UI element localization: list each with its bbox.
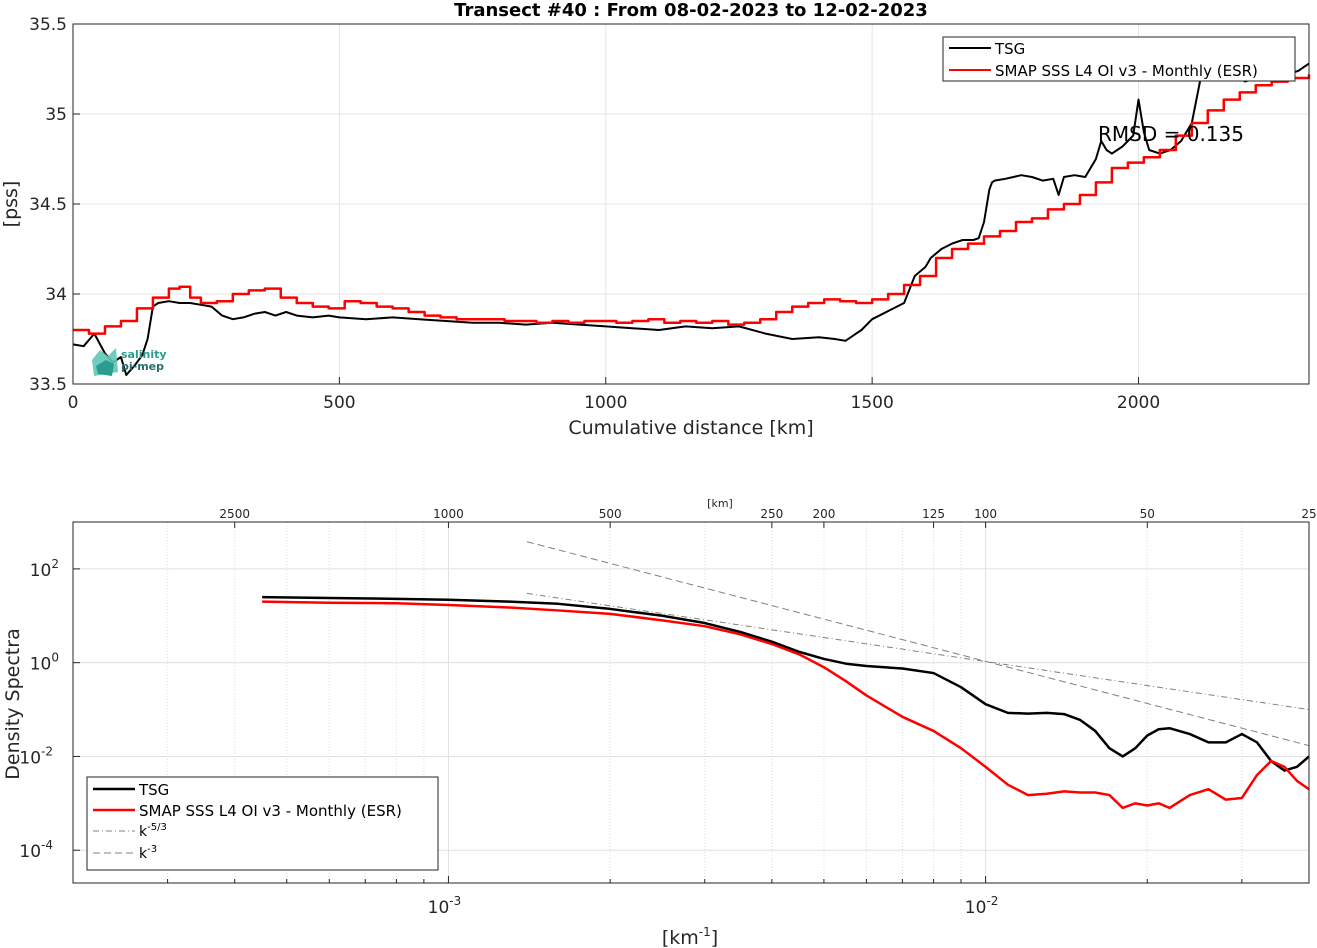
axis-ticks: 10-4 10-2 100 102 10-3 10-2 2500 1000 500 250 200 1… bbox=[19, 507, 1316, 918]
salinity-transect-chart: Transect #40 : From 08-02-2023 to 12-02-… bbox=[0, 0, 1311, 439]
logo-text-2: pi-mep bbox=[121, 360, 164, 373]
x-tick-label: 2000 bbox=[1117, 393, 1160, 413]
legend-label-smap: SMAP SSS L4 OI v3 - Monthly (ESR) bbox=[139, 802, 402, 820]
legend-box bbox=[86, 776, 439, 871]
y-axis-label: Density Spectra bbox=[2, 628, 24, 779]
axis-ticks: 0 500 1000 1500 2000 33.5 34 34.5 35 35.5 bbox=[29, 15, 1160, 413]
x-tick-label: 10-3 bbox=[428, 894, 462, 918]
plot-frame bbox=[72, 521, 1310, 884]
top-tick-label: 50 bbox=[1140, 507, 1155, 521]
logo-text-1: salinity bbox=[121, 348, 167, 361]
top-tick-label: 500 bbox=[599, 507, 622, 521]
salinity-pimep-logo: salinity pi-mep bbox=[92, 348, 167, 376]
x-tick-label: 500 bbox=[323, 393, 355, 413]
legend: TSG SMAP SSS L4 OI v3 - Monthly (ESR) bbox=[942, 36, 1296, 82]
density-spectra-chart: 10-4 10-2 100 102 10-3 10-2 2500 1000 500 250 200 1… bbox=[2, 497, 1317, 948]
reference-line-k3 bbox=[526, 541, 1310, 747]
svg-text:[km-1]: [km-1] bbox=[662, 925, 718, 948]
y-tick-label: 34 bbox=[45, 285, 67, 305]
series-group bbox=[262, 541, 1310, 810]
top-tick-label: 1000 bbox=[433, 507, 464, 521]
top-tick-label: 250 bbox=[760, 507, 783, 521]
rmsd-annotation: RMSD = 0.135 bbox=[1098, 122, 1244, 146]
legend: TSG SMAP SSS L4 OI v3 - Monthly (ESR) k-… bbox=[86, 776, 439, 871]
top-axis-label: [km] bbox=[707, 497, 733, 510]
legend-box bbox=[942, 36, 1296, 82]
legend-label-smap: SMAP SSS L4 OI v3 - Monthly (ESR) bbox=[995, 62, 1258, 80]
legend-label-tsg: TSG bbox=[994, 40, 1025, 58]
x-tick-label: 1500 bbox=[851, 393, 894, 413]
y-tick-label: 102 bbox=[30, 557, 59, 581]
y-axis-label: [pss] bbox=[0, 181, 22, 228]
grid bbox=[72, 522, 1310, 883]
x-axis-label: [km-1] bbox=[662, 925, 718, 948]
top-tick-label: 2500 bbox=[219, 507, 250, 521]
x-tick-label: 10-2 bbox=[965, 894, 999, 918]
series-line-smap bbox=[73, 74, 1311, 335]
y-tick-label: 35 bbox=[45, 105, 67, 125]
series-group bbox=[72, 59, 1311, 376]
logo-wave-icon-2 bbox=[96, 360, 114, 376]
x-tick-label: 0 bbox=[68, 393, 79, 413]
y-tick-label: 10-2 bbox=[19, 744, 53, 768]
y-tick-label: 35.5 bbox=[29, 15, 67, 35]
y-tick-label: 34.5 bbox=[29, 195, 67, 215]
y-tick-label: 33.5 bbox=[29, 375, 67, 395]
series-line-tsg bbox=[72, 59, 1310, 376]
series-line-tsg bbox=[262, 595, 1310, 772]
y-tick-label: 100 bbox=[30, 651, 59, 675]
chart-title: Transect #40 : From 08-02-2023 to 12-02-… bbox=[454, 0, 928, 21]
top-tick-label: 100 bbox=[974, 507, 997, 521]
series-line-smap bbox=[262, 600, 1310, 810]
y-tick-label: 10-4 bbox=[19, 838, 53, 862]
legend-label-tsg: TSG bbox=[138, 781, 169, 799]
top-tick-label: 25 bbox=[1301, 507, 1316, 521]
reference-line-k53 bbox=[526, 592, 1310, 711]
top-tick-label: 200 bbox=[812, 507, 835, 521]
top-tick-label: 125 bbox=[922, 507, 945, 521]
x-axis-label: Cumulative distance [km] bbox=[568, 417, 813, 439]
x-tick-label: 1000 bbox=[584, 393, 627, 413]
